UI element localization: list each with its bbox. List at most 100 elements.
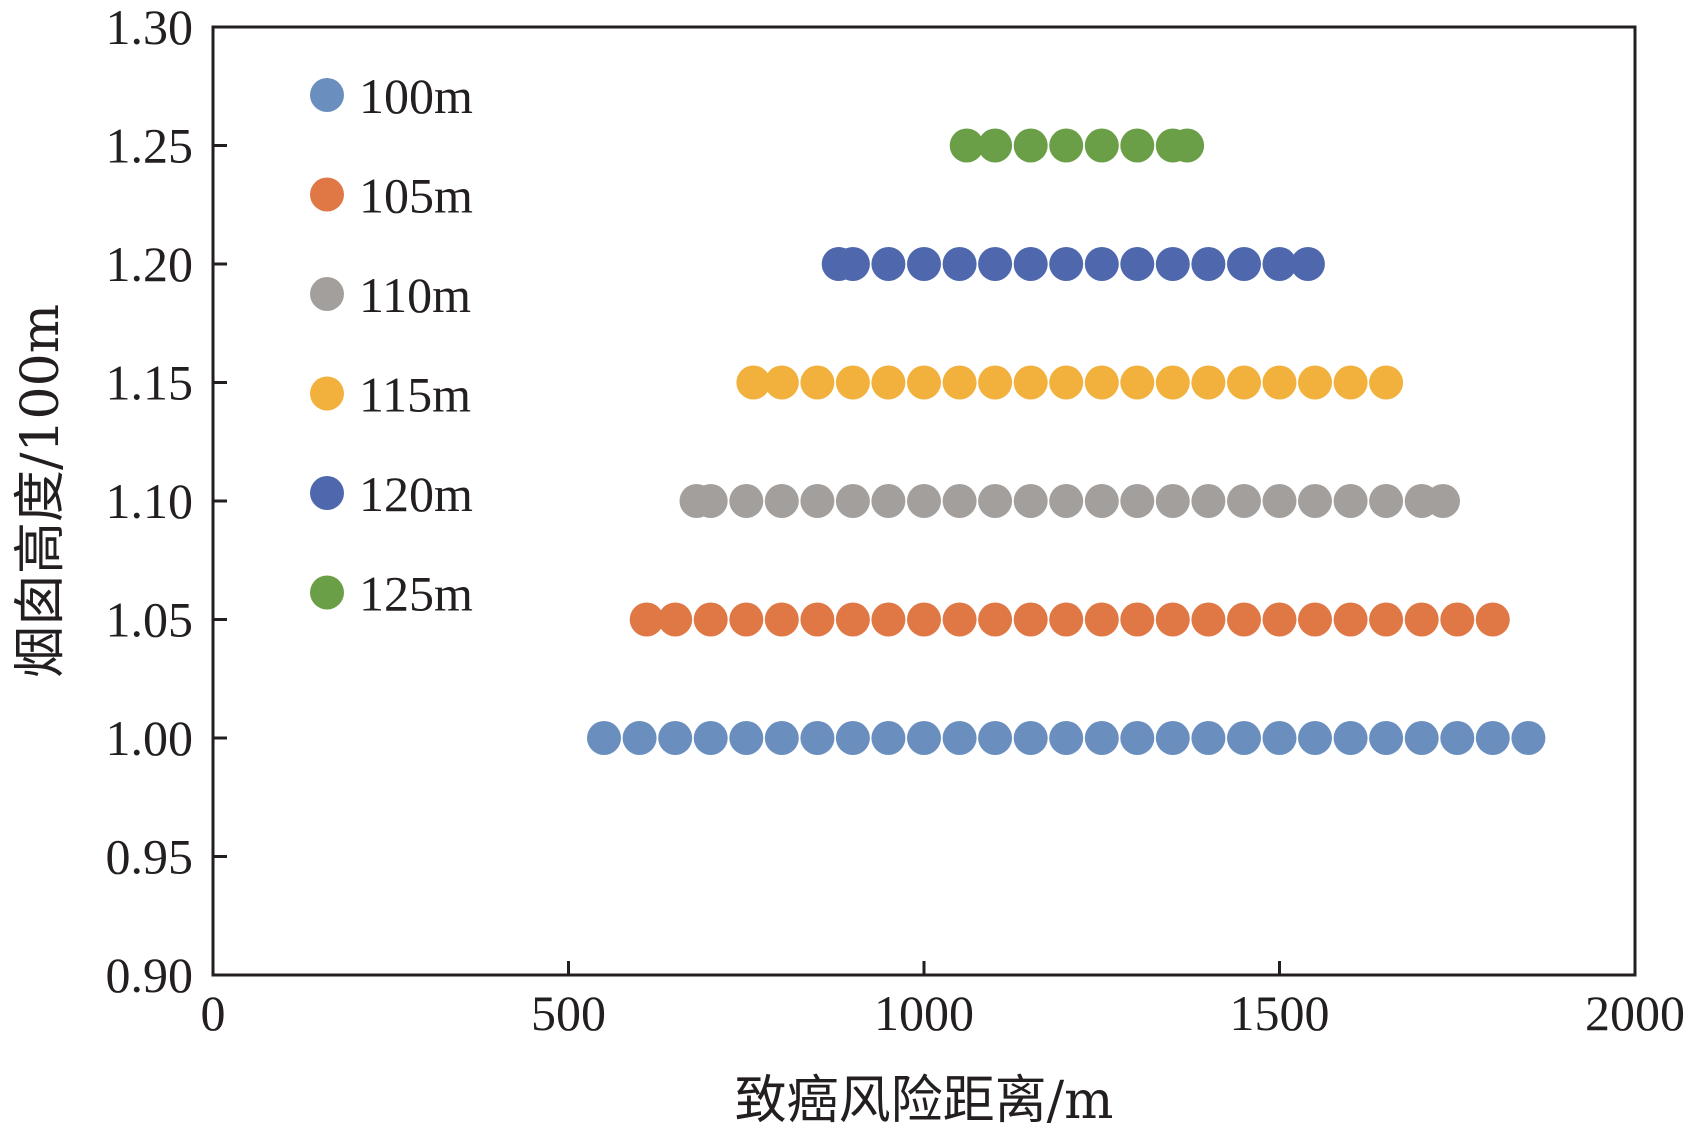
point-105m-5 [800,602,835,637]
point-120m-11 [1191,247,1226,281]
x-tick-label-0: 0 [201,985,226,1041]
point-115m-6 [942,365,977,400]
point-115m-2 [800,365,835,400]
point-100m-13 [1049,721,1084,755]
point-100m-8 [871,721,906,755]
point-120m-5 [978,247,1013,281]
point-110m-14 [1155,484,1190,518]
y-tick-label-3: 1.05 [106,592,194,648]
point-110m-6 [871,484,906,518]
point-100m-4 [729,721,764,755]
point-105m-14 [1120,602,1155,637]
point-110m-18 [1298,484,1332,518]
point-100m-7 [835,721,870,755]
legend-label-125m: 125m [359,566,473,622]
x-tick-label-3: 1500 [1230,985,1330,1041]
point-115m-1 [764,365,799,400]
point-100m-12 [1013,721,1048,755]
point-100m-6 [800,721,835,755]
point-100m-21 [1333,721,1368,755]
point-110m-13 [1120,484,1155,518]
legend-marker-115m [310,376,344,411]
point-105m-13 [1084,602,1119,637]
legend-marker-100m [310,78,344,112]
point-105m-8 [907,602,941,637]
point-110m-4 [800,484,835,518]
data-points [587,128,1546,755]
point-105m-3 [729,602,764,637]
point-110m-15 [1191,484,1226,518]
point-105m-18 [1262,602,1297,637]
point-100m-10 [942,721,977,755]
point-105m-22 [1404,602,1439,637]
point-105m-15 [1155,602,1190,637]
point-120m-6 [1013,247,1048,281]
axis-ticks: 0 500 1000 1500 2000 0.90 0.95 1.00 1.05 1.10 1.15… [106,0,1686,1041]
point-105m-20 [1333,602,1368,637]
point-125m-3 [1049,128,1084,163]
x-axis-title: 致癌风险距离/m [735,1071,1114,1126]
y-tick-label-8: 1.30 [106,0,194,55]
point-110m-7 [907,484,941,518]
point-120m-7 [1049,247,1084,281]
point-125m-0 [949,128,984,163]
point-100m-0 [587,721,621,755]
point-100m-20 [1298,721,1332,755]
point-120m-9 [1120,247,1155,281]
point-105m-6 [835,602,870,637]
x-tick-label-4: 2000 [1585,985,1685,1041]
point-110m-11 [1049,484,1084,518]
legend-label-120m: 120m [359,466,473,522]
point-110m-12 [1084,484,1119,518]
point-115m-4 [871,365,906,400]
point-100m-3 [693,721,728,755]
point-110m-20 [1369,484,1404,518]
point-100m-15 [1120,721,1155,755]
point-110m-1 [693,484,728,518]
point-110m-8 [942,484,977,518]
point-110m-5 [835,484,870,518]
point-115m-18 [1369,365,1404,400]
point-100m-19 [1262,721,1297,755]
point-120m-13 [1262,247,1297,281]
point-100m-1 [622,721,657,755]
point-100m-23 [1404,721,1439,755]
point-105m-24 [1475,602,1510,637]
point-115m-14 [1227,365,1261,400]
point-120m-14 [1290,247,1325,281]
point-105m-0 [629,602,664,637]
point-125m-4 [1084,128,1119,163]
legend: 100m 105m 110m 115m 120m 125m [310,68,473,622]
legend-label-100m: 100m [359,68,473,124]
legend-marker-120m [310,476,344,510]
point-105m-19 [1298,602,1332,637]
point-115m-5 [907,365,941,400]
point-100m-2 [658,721,693,755]
point-105m-7 [871,602,906,637]
point-120m-1 [835,247,870,281]
point-125m-5 [1120,128,1155,163]
point-100m-16 [1155,721,1190,755]
point-115m-13 [1191,365,1226,400]
point-100m-14 [1084,721,1119,755]
legend-marker-110m [310,277,344,311]
point-110m-3 [764,484,799,518]
point-115m-16 [1298,365,1332,400]
x-tick-label-1: 500 [531,985,606,1041]
point-100m-25 [1475,721,1510,755]
y-tick-label-7: 1.25 [106,118,194,174]
point-120m-2 [871,247,906,281]
legend-label-115m: 115m [359,367,471,423]
point-100m-22 [1369,721,1404,755]
x-tick-label-2: 1000 [874,985,974,1041]
y-tick-label-2: 1.00 [106,710,194,766]
y-axis-title: 烟囱高度/100m [11,304,71,678]
point-105m-16 [1191,602,1226,637]
point-105m-2 [693,602,728,637]
point-115m-15 [1262,365,1297,400]
point-115m-8 [1013,365,1048,400]
point-120m-4 [942,247,977,281]
point-110m-10 [1013,484,1048,518]
point-120m-3 [907,247,941,281]
